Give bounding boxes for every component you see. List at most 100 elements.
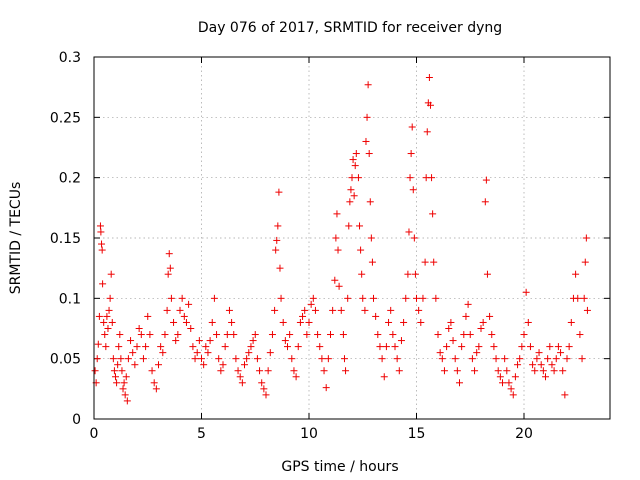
data-point xyxy=(139,355,147,363)
data-point xyxy=(402,294,410,302)
data-point xyxy=(533,355,541,363)
data-point xyxy=(520,331,528,339)
y-tick-label: 0.05 xyxy=(50,352,81,368)
data-point xyxy=(118,367,126,375)
data-point xyxy=(507,385,515,393)
x-axis-label: GPS time / hours xyxy=(281,459,398,475)
data-point xyxy=(195,337,203,345)
data-point xyxy=(368,258,376,266)
data-point xyxy=(342,367,350,375)
data-point xyxy=(411,270,419,278)
data-point xyxy=(354,174,362,182)
data-point xyxy=(100,318,108,326)
data-point xyxy=(492,355,500,363)
data-point xyxy=(477,325,485,332)
data-point xyxy=(443,343,451,351)
data-point xyxy=(449,337,457,345)
data-point xyxy=(191,355,199,363)
data-point xyxy=(409,186,417,194)
data-point xyxy=(284,343,291,351)
data-point xyxy=(473,349,481,357)
data-point xyxy=(273,236,281,244)
data-point xyxy=(221,343,229,351)
data-point xyxy=(434,331,442,339)
data-point xyxy=(440,367,448,375)
data-point xyxy=(91,367,99,375)
data-point xyxy=(144,312,152,320)
data-point xyxy=(578,355,586,363)
data-point xyxy=(366,198,374,206)
data-point xyxy=(241,361,248,369)
data-point xyxy=(554,343,562,351)
data-point xyxy=(123,397,131,405)
data-point xyxy=(314,331,322,339)
data-point xyxy=(276,264,284,272)
data-point xyxy=(133,343,141,351)
data-point xyxy=(103,312,111,320)
data-point xyxy=(299,312,307,320)
y-tick-label: 0.15 xyxy=(50,231,81,247)
data-point xyxy=(539,367,547,375)
data-point xyxy=(101,331,109,339)
data-point xyxy=(322,384,330,392)
data-point xyxy=(230,331,238,339)
data-point xyxy=(206,337,214,345)
data-point xyxy=(274,222,282,230)
data-point xyxy=(268,331,276,339)
data-point xyxy=(311,306,319,314)
data-point xyxy=(509,391,517,399)
data-point xyxy=(544,355,552,363)
data-point xyxy=(391,343,399,351)
data-point xyxy=(215,355,223,363)
data-point xyxy=(202,343,210,351)
data-point xyxy=(247,343,255,351)
data-point xyxy=(318,355,326,363)
x-tick-label: 0 xyxy=(90,426,99,442)
data-point xyxy=(581,258,589,266)
data-point xyxy=(552,355,560,363)
data-point xyxy=(95,312,103,320)
data-point xyxy=(563,355,571,363)
data-point xyxy=(146,331,154,339)
data-point xyxy=(410,234,418,242)
data-point xyxy=(367,234,375,242)
data-point xyxy=(106,294,114,302)
data-point xyxy=(426,101,434,109)
data-point xyxy=(557,349,565,357)
data-point xyxy=(486,312,494,320)
data-point xyxy=(245,349,253,357)
data-point xyxy=(347,186,355,194)
data-point xyxy=(124,355,132,363)
data-point xyxy=(286,331,294,339)
data-point xyxy=(582,234,590,242)
data-point xyxy=(249,337,257,345)
data-point xyxy=(187,325,195,332)
y-tick-label: 0.3 xyxy=(59,50,81,66)
data-point xyxy=(260,385,268,393)
data-point xyxy=(404,270,412,278)
data-point xyxy=(576,331,584,339)
data-point xyxy=(238,379,246,387)
data-point xyxy=(358,270,366,278)
data-point xyxy=(142,343,150,351)
data-point xyxy=(155,361,162,369)
data-point xyxy=(127,337,135,345)
data-point xyxy=(303,331,311,339)
data-point xyxy=(499,379,506,387)
data-point xyxy=(572,270,580,278)
data-points xyxy=(91,74,591,405)
data-point xyxy=(110,367,118,375)
data-point xyxy=(559,367,567,375)
data-point xyxy=(406,174,414,182)
data-point xyxy=(109,355,117,363)
data-point xyxy=(488,331,496,339)
y-tick-label: 0.2 xyxy=(59,171,81,187)
x-tick-label: 10 xyxy=(300,426,318,442)
data-point xyxy=(116,331,124,339)
data-point xyxy=(423,128,431,136)
data-point xyxy=(296,318,304,326)
data-point xyxy=(115,343,123,351)
data-point xyxy=(522,288,530,296)
data-point xyxy=(327,331,334,339)
data-point xyxy=(275,188,283,196)
